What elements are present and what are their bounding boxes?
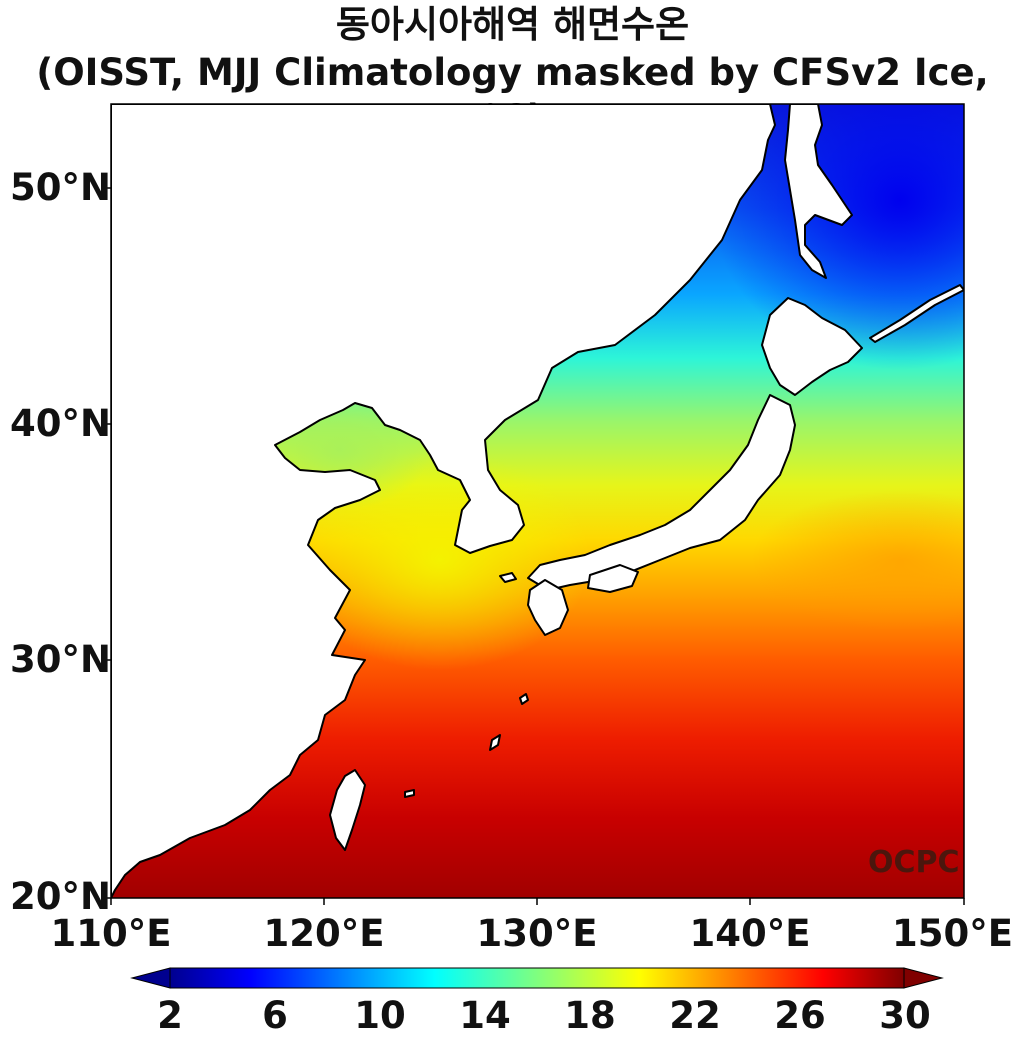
- colorbar-tick-label: 22: [669, 994, 721, 1037]
- x-tick-label: 140°E: [689, 912, 811, 955]
- colorbar-tick-label: 10: [354, 994, 406, 1037]
- colorbar-tick-label: 14: [459, 994, 511, 1037]
- kuroshio-extension-patch: [750, 490, 964, 630]
- map-title-line2: (OISST, MJJ Climatology masked by CFSv2 …: [36, 51, 989, 140]
- y-tick-label: 30°N: [10, 638, 111, 681]
- colorbar-extend-max: [903, 967, 944, 989]
- colorbar-tick-label: 18: [564, 994, 616, 1037]
- ryukyu-island-1: [519, 693, 529, 705]
- x-tick-label: 150°E: [891, 912, 1013, 955]
- okinawa-island: [489, 734, 501, 751]
- map-title-line1: 동아시아해역 해면수온: [335, 3, 690, 46]
- colorbar-tick-label: 6: [262, 994, 288, 1037]
- shikoku-land: [587, 564, 639, 593]
- y-tick-label: 50°N: [10, 166, 111, 209]
- colorbar-tick-label: 30: [879, 994, 931, 1037]
- colorbar-tick-label: 26: [774, 994, 826, 1037]
- x-tick-label: 110°E: [50, 912, 172, 955]
- x-tick-label: 130°E: [476, 912, 598, 955]
- sakhalin-land: [784, 104, 853, 279]
- y-tick-label: 20°N: [10, 875, 111, 918]
- hokkaido-land: [761, 297, 863, 396]
- colorbar-extend-min: [130, 967, 171, 989]
- colorbar-tick-label: 2: [157, 994, 183, 1037]
- asia-mainland-land: [111, 104, 776, 898]
- cold-water-okhotsk: [710, 104, 964, 370]
- x-tick-label: 120°E: [263, 912, 385, 955]
- coastline: [111, 104, 964, 898]
- kuril-islands: [869, 284, 964, 343]
- taiwan-land: [329, 769, 366, 851]
- ocpc-watermark: OCPC: [868, 845, 960, 880]
- jeju-island: [499, 572, 517, 583]
- y-tick-label: 40°N: [10, 402, 111, 445]
- axis-ticks: [104, 187, 965, 905]
- ryukyu-island-2: [404, 789, 415, 798]
- colorbar-gradient: [169, 967, 905, 989]
- colorbar: [130, 967, 944, 989]
- kyushu-land: [527, 579, 569, 636]
